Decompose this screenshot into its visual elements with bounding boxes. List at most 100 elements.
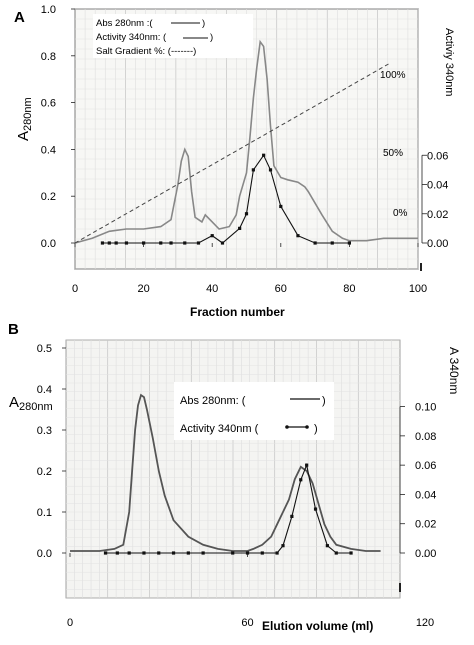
activity-point [142, 241, 146, 245]
gradient-label-0: 0% [393, 208, 408, 219]
x-tick-label: 0 [72, 283, 78, 295]
y-tick-label: 0.4 [37, 384, 52, 396]
x-tick-label: 80 [343, 283, 355, 295]
activity-point [231, 551, 235, 555]
activity-point [281, 544, 285, 548]
activity-point [279, 204, 283, 209]
y-tick-label: 0.6 [41, 98, 56, 110]
legend-b-activity: Activity 340nm ( [180, 423, 259, 435]
activity-point [305, 463, 309, 467]
legend-a-abs280: Abs 280nm :( [96, 18, 153, 29]
y-tick-label: 0.1 [37, 507, 52, 519]
activity-point [325, 544, 329, 548]
x-tick-label: 20 [137, 283, 149, 295]
panel-a: A 0.0 0.2 0.4 0.6 0.8 1.0 0.00 0.02 0.04 0.06 0 2… [14, 4, 455, 319]
panel-a-tick-mark [420, 263, 422, 271]
series-line-activity-340nm [105, 463, 351, 554]
activity-point [103, 551, 108, 555]
panel-a-legend-box [93, 14, 253, 58]
y-tick-label: 1.0 [41, 4, 56, 16]
panel-b-legend: Abs 280nm: ( ) Activity 340nm ( ) [174, 382, 334, 440]
panel-b-y-ticks: 0.0 0.1 0.2 0.3 0.4 0.5 [37, 343, 66, 560]
panel-a-ylabel-sub: 280nm [22, 97, 34, 131]
y-right-tick-label: 0.00 [427, 238, 448, 250]
activity-point [127, 551, 131, 555]
activity-point [196, 241, 201, 245]
y-right-tick-label: 0.10 [415, 402, 436, 414]
y-tick-label: 0.0 [37, 548, 52, 560]
y-right-tick-label: 0.02 [427, 209, 448, 221]
series-line-abs-280nm [74, 39, 418, 244]
legend-a-activity: Activity 340nm: ( [96, 32, 167, 43]
y-right-tick-label: 0.02 [415, 519, 436, 531]
activity-point [245, 551, 250, 555]
x-tick-label: 0 [67, 617, 73, 629]
y-right-tick-label: 0.04 [415, 489, 436, 501]
panel-b-ylabel-sub: 280nm [19, 401, 53, 413]
gradient-label-50: 50% [383, 148, 403, 159]
activity-point [313, 507, 318, 511]
activity-point [142, 551, 146, 555]
panel-b-y-ticks-right: 0.00 0.02 0.04 0.06 0.08 0.10 [399, 402, 436, 560]
activity-point [349, 551, 353, 555]
panel-a-ylabel-right: Activiy 340nm [443, 28, 455, 96]
activity-point [114, 241, 118, 245]
legend-a-abs280-close: ) [202, 18, 205, 29]
y-right-tick-label: 0.06 [427, 150, 448, 162]
x-tick-label: 120 [416, 617, 434, 629]
y-tick-label: 0.2 [37, 466, 52, 478]
activity-point [201, 551, 205, 555]
activity-point [244, 212, 249, 216]
activity-point [115, 551, 119, 555]
panel-a-ylabel-main: A [15, 131, 32, 141]
activity-point [210, 234, 214, 238]
activity-point [313, 241, 317, 245]
activity-point [330, 241, 334, 245]
activity-point [251, 168, 255, 172]
panel-b: B 0.00.10.20.30.40.5 0.000.020.040.060.0… [8, 321, 461, 633]
x-tick-label: 60 [241, 617, 253, 629]
panel-a-y-ticks: 0.0 0.2 0.4 0.6 0.8 1.0 [41, 4, 75, 250]
activity-point [159, 241, 163, 245]
activity-point [100, 241, 105, 245]
panel-a-xlabel: Fraction number [190, 305, 285, 319]
activity-point [220, 241, 225, 245]
y-right-tick-label: 0.08 [415, 431, 436, 443]
panel-a-x-ticks: 0 20 40 60 80 100 [72, 243, 427, 295]
activity-point [275, 551, 279, 555]
panel-b-ylabel: A280nm [9, 394, 53, 413]
y-right-tick-label: 0.06 [415, 460, 436, 472]
legend-b-abs280-close: ) [322, 395, 326, 407]
series-line-abs-280nm [70, 393, 381, 552]
activity-point [171, 551, 176, 555]
panel-b-legend-box [174, 382, 334, 440]
panel-a-legend: Abs 280nm :( ) Activity 340nm: ( ) Salt … [93, 14, 253, 58]
y-right-tick-label: 0.00 [415, 548, 436, 560]
activity-point [186, 551, 190, 555]
activity-point [268, 168, 273, 172]
panel-b-label: B [8, 321, 19, 338]
activity-point [183, 241, 187, 245]
legend-a-activity-close: ) [210, 32, 213, 43]
x-tick-label: 60 [275, 283, 287, 295]
activity-point [290, 514, 294, 518]
panel-b-ylabel-right: A 340nm [447, 347, 461, 394]
activity-point [124, 241, 129, 245]
legend-b-activity-dot-right [305, 425, 309, 429]
series-line-salt-gradient- [74, 62, 391, 244]
panel-a-series [74, 39, 418, 245]
y-tick-label: 0.0 [41, 238, 56, 250]
x-tick-label: 40 [206, 283, 218, 295]
activity-point [169, 241, 173, 245]
panel-b-ylabel-main: A [9, 394, 19, 411]
activity-point [157, 551, 161, 555]
legend-a-salt: Salt Gradient %: (-------) [96, 46, 196, 57]
panel-a-y-ticks-right: 0.00 0.02 0.04 0.06 [421, 150, 448, 250]
activity-point [334, 551, 338, 555]
panel-a-label: A [14, 9, 25, 26]
panel-b-xlabel: Elution volume (ml) [262, 619, 373, 633]
y-tick-label: 0.2 [41, 191, 56, 203]
activity-point [296, 234, 300, 238]
panel-a-ylabel: A280nm [15, 97, 34, 141]
y-tick-label: 0.3 [37, 425, 52, 437]
